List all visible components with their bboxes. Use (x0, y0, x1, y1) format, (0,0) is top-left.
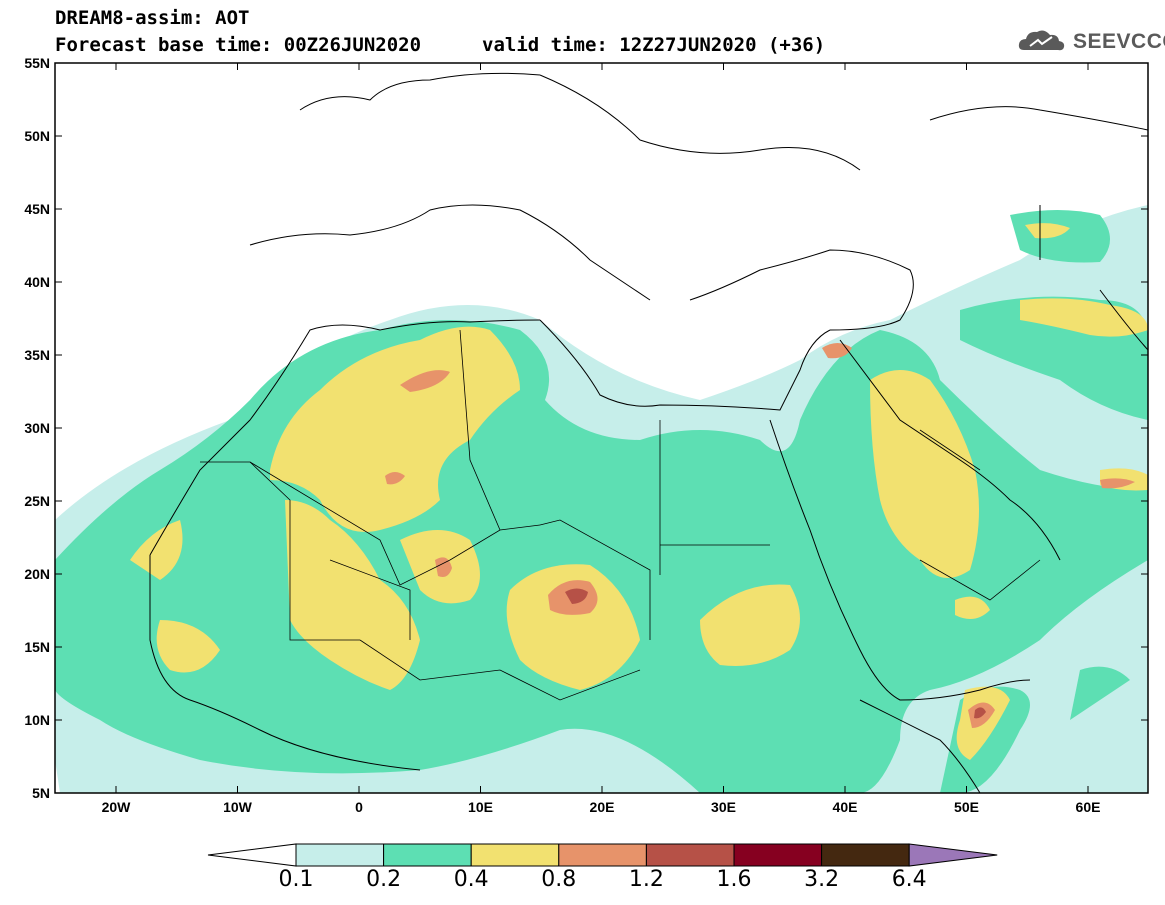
latitude-axis: 55N 50N 45N 40N 35N 30N 25N 20N 15N 10N 5N (24, 55, 1148, 801)
legend-label: 1.6 (716, 867, 752, 892)
legend-swatch (821, 843, 910, 867)
lat-label: 10N (24, 712, 50, 728)
lat-label: 15N (24, 639, 50, 655)
legend-label: 6.4 (891, 867, 927, 892)
lon-label: 20W (102, 799, 132, 815)
lat-label: 5N (32, 785, 50, 801)
aot-band-1.2 (565, 588, 986, 719)
lat-label: 40N (24, 274, 50, 290)
lat-label: 45N (24, 201, 50, 217)
lat-label: 20N (24, 566, 50, 582)
legend-swatch (733, 843, 823, 867)
forecast-base-time: Forecast base time: 00Z26JUN2020 (55, 34, 422, 56)
legend-label: 3.2 (804, 867, 840, 892)
legend-swatch (470, 843, 560, 867)
legend-arrow-high (908, 843, 998, 867)
logo-text: SEEVCCC (1073, 30, 1165, 53)
lat-label: 30N (24, 420, 50, 436)
legend-arrow-low (207, 843, 297, 867)
lat-label: 55N (24, 55, 50, 71)
legend-swatch (295, 843, 385, 867)
legend-swatch (558, 843, 647, 867)
country-borders (200, 329, 1041, 701)
lon-label: 40E (833, 799, 858, 815)
map-title: DREAM8-assim: AOT (55, 7, 250, 29)
lon-label: 10W (223, 799, 253, 815)
lat-label: 25N (24, 493, 50, 509)
lon-label: 20E (590, 799, 615, 815)
legend-swatch (383, 843, 472, 867)
aot-field (55, 63, 1148, 793)
legend-swatch (645, 843, 735, 867)
legend-label: 0.1 (278, 867, 314, 892)
lat-label: 35N (24, 347, 50, 363)
coastlines (149, 72, 1148, 793)
lon-label: 50E (954, 799, 979, 815)
lon-label: 0 (355, 799, 363, 815)
legend-label: 0.4 (453, 867, 489, 892)
legend-label: 0.8 (541, 867, 577, 892)
lon-label: 10E (468, 799, 493, 815)
cloud-icon (1018, 30, 1065, 51)
lon-label: 30E (711, 799, 736, 815)
valid-time: valid time: 12Z27JUN2020 (+36) (482, 34, 826, 56)
aot-band-0.4 (130, 223, 1148, 760)
legend-label: 0.2 (366, 867, 402, 892)
lon-label: 60E (1076, 799, 1101, 815)
color-legend (207, 843, 998, 867)
legend-label: 1.2 (628, 867, 664, 892)
longitude-axis: 20W 10W 0 10E 20E 30E 40E 50E 60E (102, 63, 1101, 815)
lat-label: 50N (24, 128, 50, 144)
